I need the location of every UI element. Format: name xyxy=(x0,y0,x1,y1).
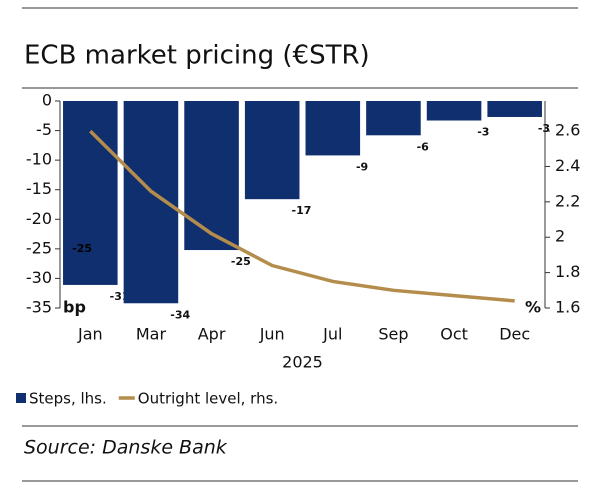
legend-label: Steps, lhs. xyxy=(29,390,107,408)
bar xyxy=(305,101,361,156)
y-tick-label: -10 xyxy=(26,150,52,169)
y2-tick-label: 2.6 xyxy=(555,121,580,140)
value-label: -17 xyxy=(292,204,312,217)
source: Source: Danske Bank xyxy=(24,437,228,459)
value-label: -9 xyxy=(356,160,368,173)
value-label: -3 xyxy=(477,126,489,139)
y-tick-label: -20 xyxy=(26,209,52,228)
y-unit: bp xyxy=(63,298,86,317)
chart-title: ECB market pricing (€STR) xyxy=(24,41,370,71)
y-tick-label: -35 xyxy=(26,298,52,317)
bar xyxy=(487,101,542,117)
x-tick-label: Dec xyxy=(499,325,530,344)
x-tick-label: Apr xyxy=(198,325,226,344)
x-tick-label: Jan xyxy=(77,325,103,344)
y2-tick-label: 1.6 xyxy=(555,298,580,317)
y2-tick-label: 2 xyxy=(555,227,565,246)
x-tick-label: Jul xyxy=(322,325,342,344)
y-tick-label: -30 xyxy=(26,268,52,287)
y2-tick-label: 2.4 xyxy=(555,156,580,175)
legend-swatch xyxy=(16,393,26,403)
value-label: -3 xyxy=(538,122,550,135)
x-tick-label: Jun xyxy=(259,325,285,344)
bar xyxy=(426,101,482,121)
line xyxy=(89,129,515,303)
bar xyxy=(366,101,421,136)
y-tick-label: -5 xyxy=(36,120,52,139)
value-label: -6 xyxy=(417,140,430,153)
y2-tick-label: 2.2 xyxy=(555,191,580,210)
annotation: -25 xyxy=(72,242,92,255)
x-label: 2025 xyxy=(282,353,323,372)
y-tick-label: -25 xyxy=(26,238,52,257)
bar xyxy=(244,101,300,200)
bar xyxy=(63,101,118,285)
value-label: -34 xyxy=(170,308,190,321)
y2-tick-label: 1.8 xyxy=(555,262,580,281)
x-tick-label: Sep xyxy=(378,325,408,344)
value-label: -25 xyxy=(231,255,251,268)
y2-unit: % xyxy=(525,298,541,317)
bar xyxy=(184,101,239,251)
legend-label: Outright level, rhs. xyxy=(138,390,278,408)
x-tick-label: Oct xyxy=(440,325,468,344)
x-tick-label: Mar xyxy=(136,325,167,344)
bar xyxy=(123,101,179,304)
y-tick-label: 0 xyxy=(42,91,52,110)
y-tick-label: -15 xyxy=(26,179,52,198)
